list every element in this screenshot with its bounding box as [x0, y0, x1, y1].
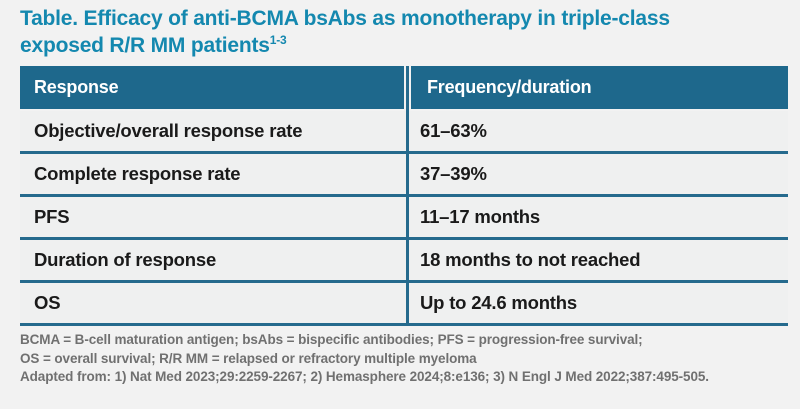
column-divider — [406, 66, 409, 326]
abbreviations-line-2: OS = overall survival; R/R MM = relapsed… — [20, 350, 477, 366]
table-row: Duration of response 18 months to not re… — [20, 240, 788, 283]
table-row: PFS 11–17 months — [20, 197, 788, 240]
table-row: OS Up to 24.6 months — [20, 283, 788, 326]
table-row: Complete response rate 37–39% — [20, 154, 788, 197]
column-header-response: Response — [20, 66, 404, 109]
value-cell: 18 months to not reached — [420, 249, 641, 270]
value-cell: 37–39% — [420, 163, 487, 184]
references-line: Adapted from: 1) Nat Med 2023;29:2259-22… — [20, 369, 709, 384]
title-line-1: Table. Efficacy of anti-BCMA bsAbs as mo… — [20, 7, 670, 30]
column-header-frequency-duration: Frequency/duration — [411, 66, 788, 109]
value-cell: Up to 24.6 months — [420, 292, 577, 313]
response-cell: OS — [34, 292, 61, 313]
figure-title: Table. Efficacy of anti-BCMA bsAbs as mo… — [20, 5, 670, 59]
abbreviations-line-1: BCMA = B-cell maturation antigen; bsAbs … — [20, 332, 643, 347]
table-header-row: Response Frequency/duration — [20, 66, 788, 109]
value-cell: 11–17 months — [420, 206, 540, 227]
table-body: Objective/overall response rate 61–63% C… — [20, 111, 788, 326]
response-cell: Duration of response — [34, 249, 217, 270]
efficacy-table: Response Frequency/duration Objective/ov… — [20, 66, 788, 326]
response-cell: PFS — [34, 206, 70, 227]
response-cell: Objective/overall response rate — [34, 120, 303, 141]
title-line-2: exposed R/R MM patients — [20, 34, 270, 57]
title-superscript-refs: 1-3 — [269, 33, 287, 47]
footnotes: BCMA = B-cell maturation antigen; bsAbs … — [20, 331, 709, 387]
value-cell: 61–63% — [420, 120, 487, 141]
table-row: Objective/overall response rate 61–63% — [20, 111, 788, 154]
response-cell: Complete response rate — [34, 163, 241, 184]
